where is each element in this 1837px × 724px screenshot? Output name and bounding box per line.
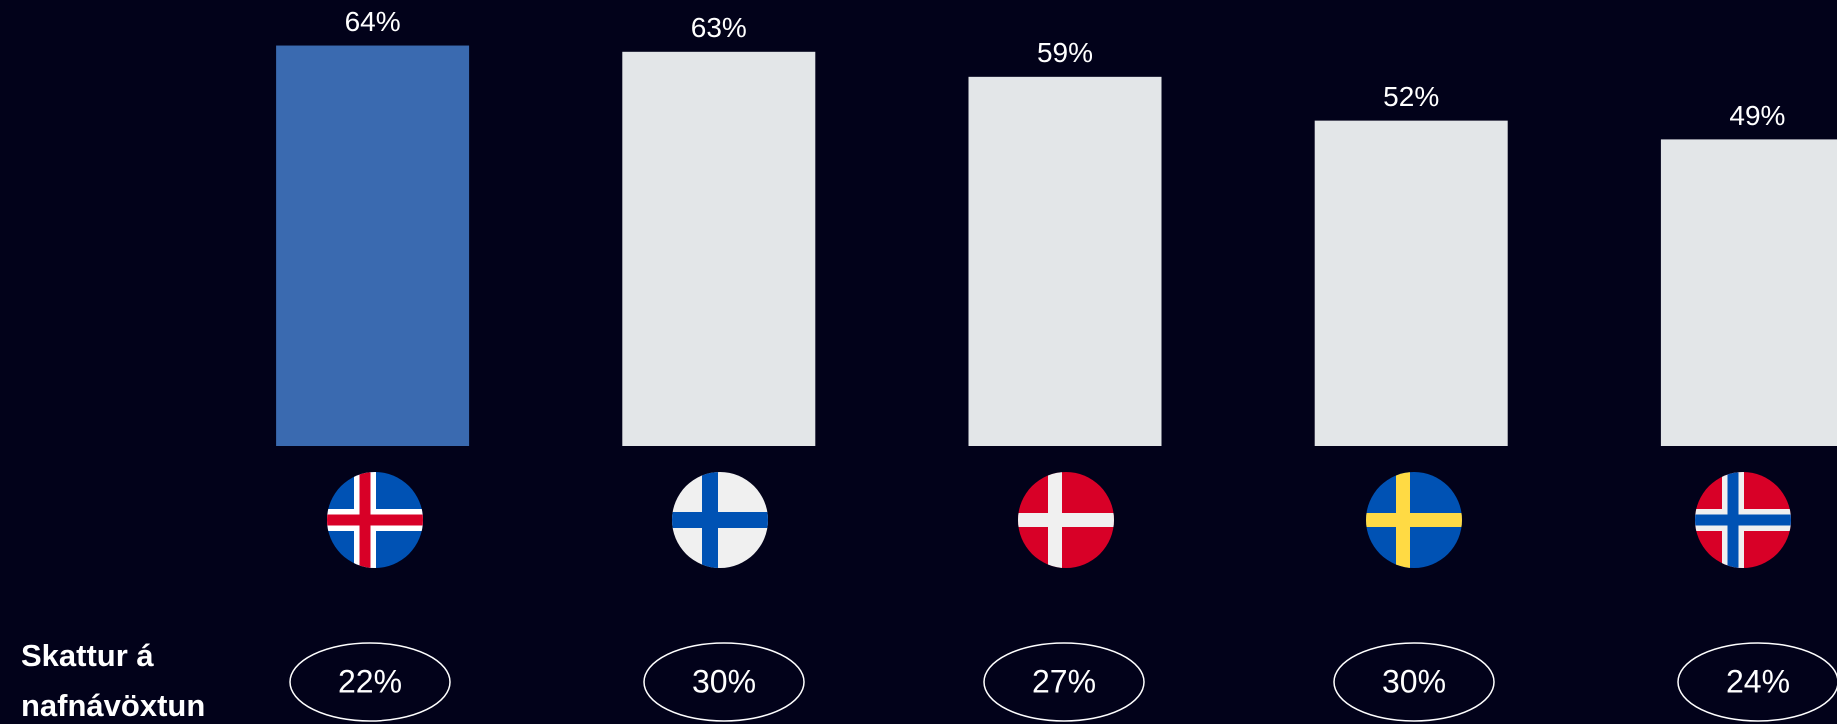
flag-denmark	[1018, 472, 1114, 568]
tax-value: 22%	[338, 663, 402, 699]
tax-value: 30%	[1382, 663, 1446, 699]
tax-value: 27%	[1032, 663, 1096, 699]
value-label: 63%	[691, 12, 747, 43]
tax-oval	[289, 642, 451, 722]
bar	[1660, 139, 1837, 446]
tax-label: nafnávöxtun	[21, 688, 205, 723]
bar	[622, 51, 816, 447]
flag-norway	[1695, 472, 1791, 568]
tax-value: 30%	[692, 663, 756, 699]
tax-oval	[643, 642, 805, 722]
flag-iceland	[327, 472, 423, 568]
value-label: 52%	[1383, 81, 1439, 112]
value-label: 64%	[345, 6, 401, 37]
value-label: 59%	[1037, 37, 1093, 68]
flag-finland	[672, 472, 768, 568]
bar	[276, 45, 470, 447]
bar	[1314, 120, 1508, 446]
tax-oval	[1677, 642, 1837, 722]
tax-label: Skattur á	[21, 638, 154, 673]
tax-value: 24%	[1726, 663, 1790, 699]
bar	[968, 76, 1162, 446]
tax-oval	[1333, 642, 1495, 722]
flag-sweden	[1366, 472, 1462, 568]
tax-oval	[983, 642, 1145, 722]
value-label: 49%	[1729, 100, 1785, 131]
